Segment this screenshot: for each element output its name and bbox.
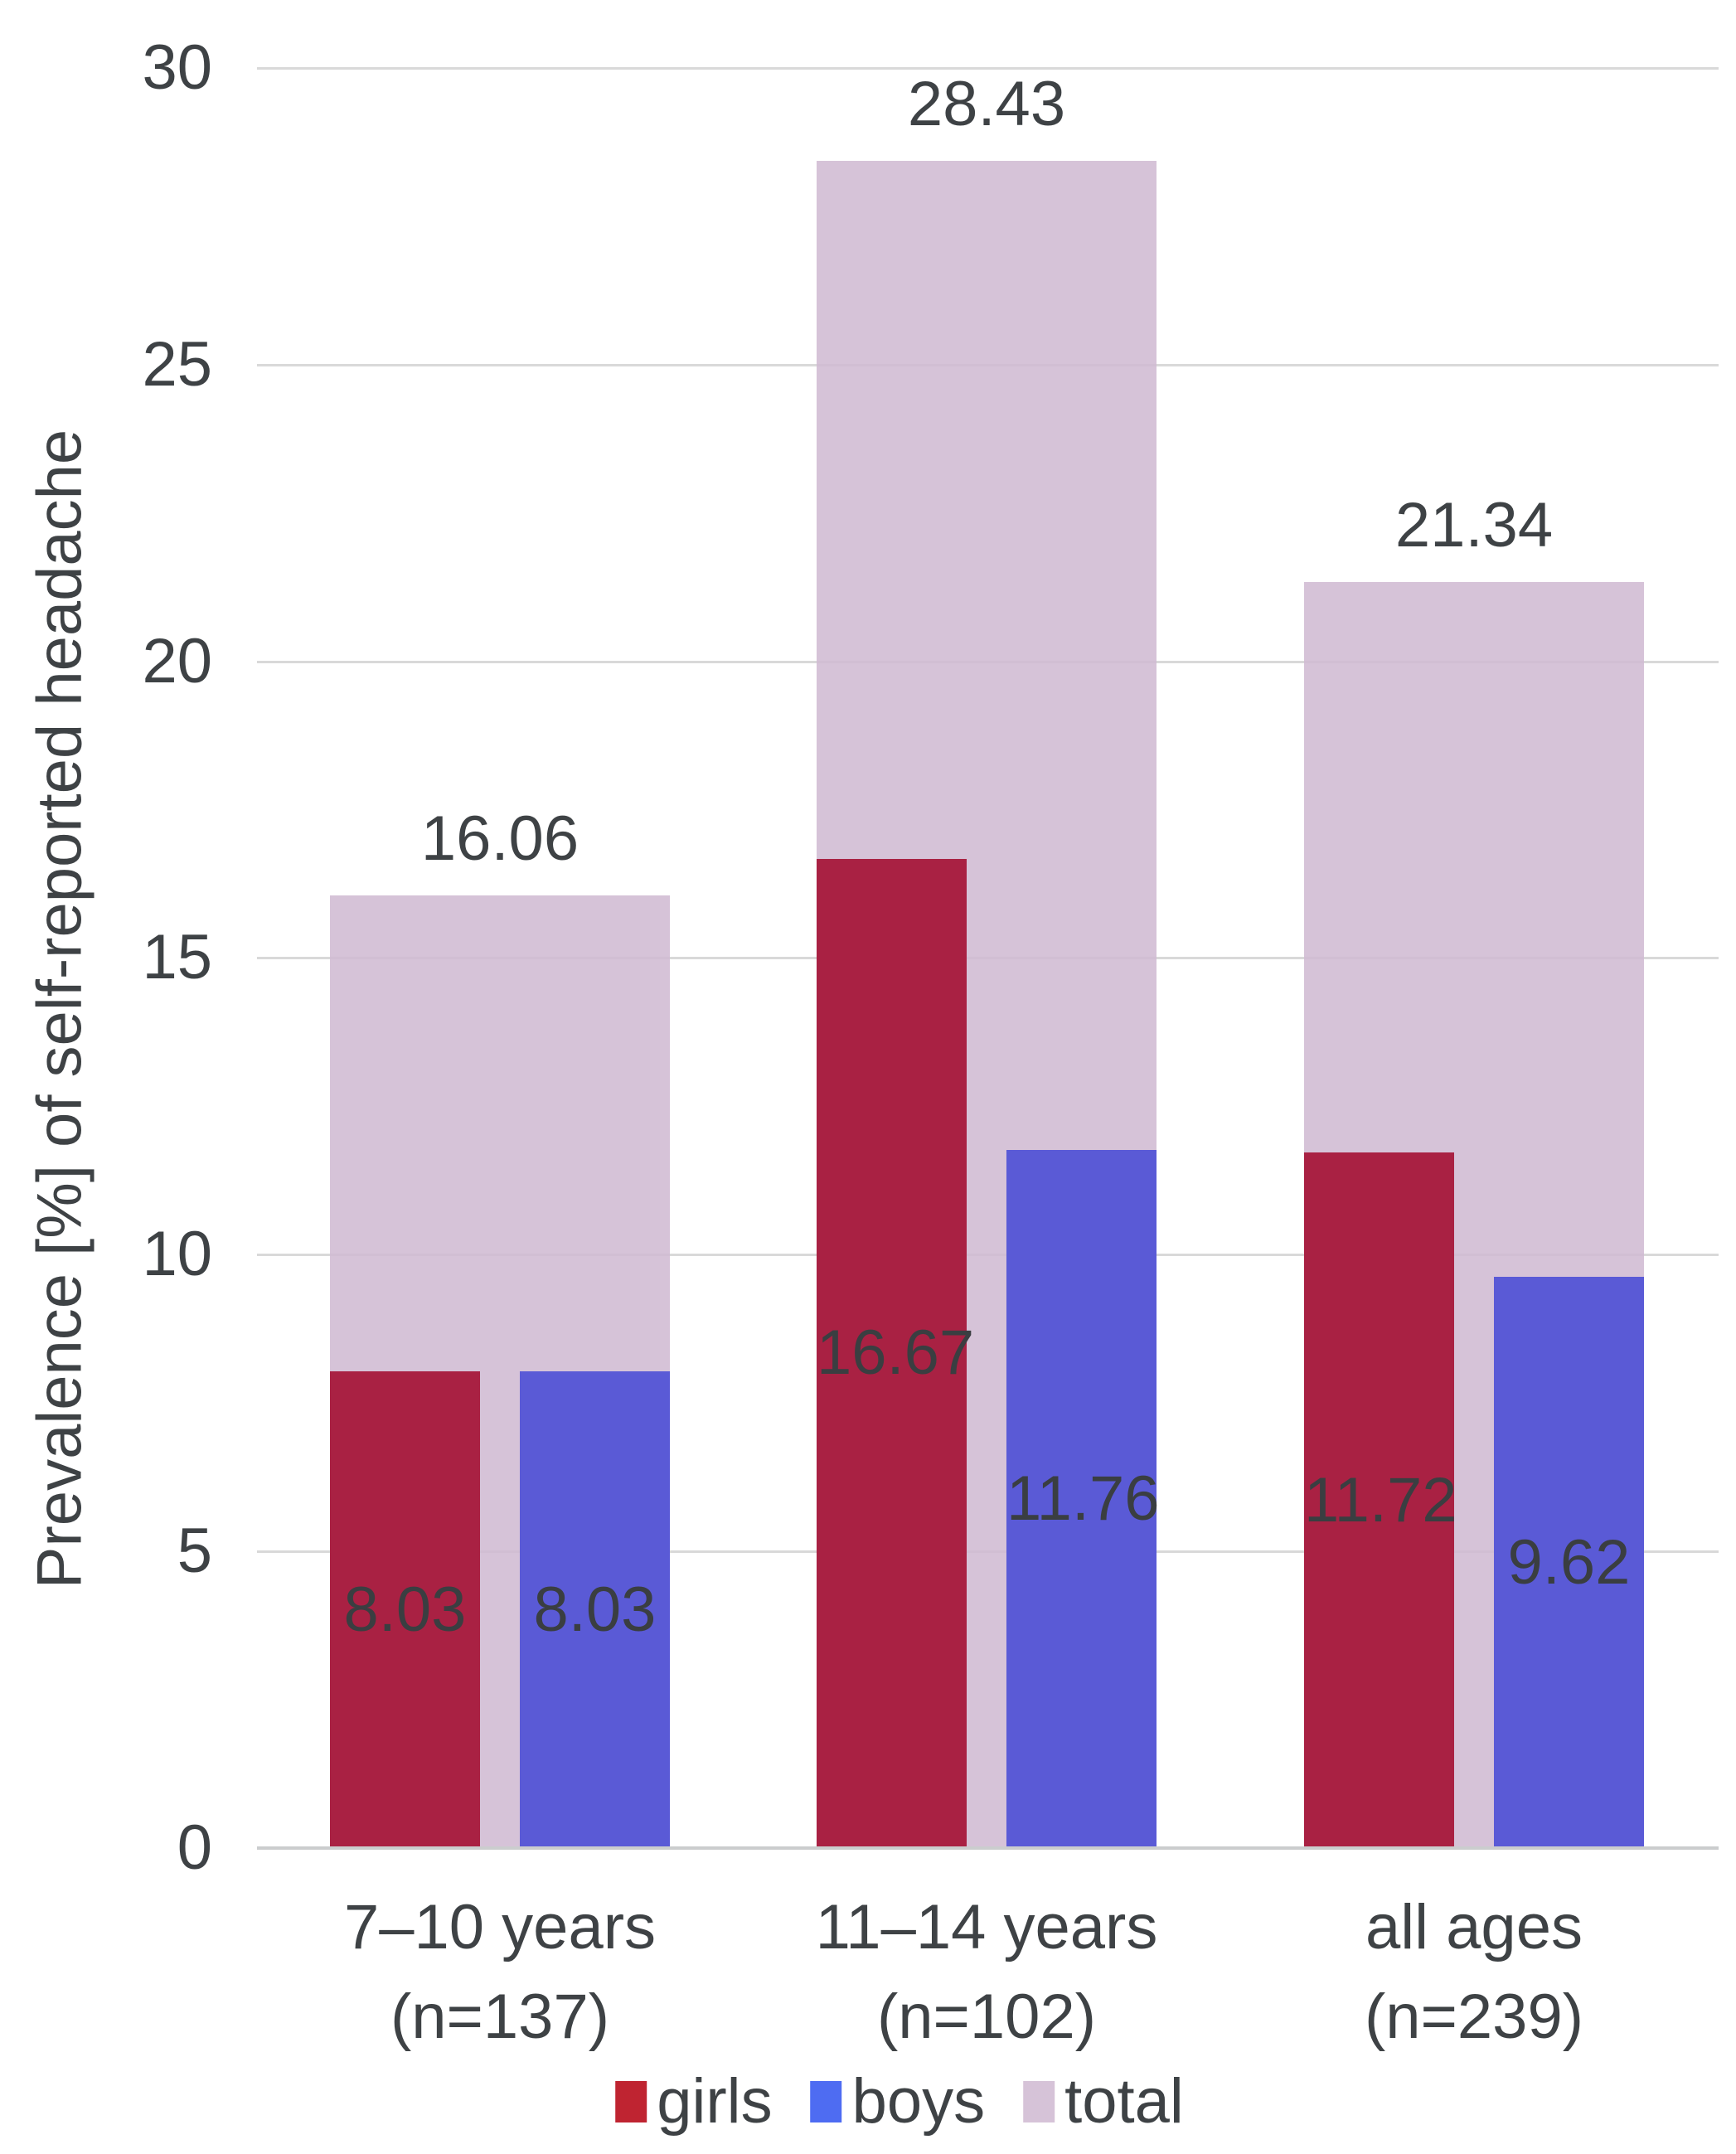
gridline-30: [257, 66, 1719, 70]
y-tick-label-25: 25: [142, 328, 212, 400]
value-label-total-2: 21.34: [1394, 489, 1554, 560]
value-label-girls-1: 16.67: [817, 1317, 975, 1389]
y-tick-label-15: 15: [142, 922, 212, 993]
legend-label-total: total: [1064, 2066, 1184, 2137]
legend-swatch-boys: [810, 2081, 842, 2122]
bar-girls-1: [817, 858, 967, 1848]
bar-girls-2: [1304, 1152, 1454, 1848]
category-label-line1-0: 7–10 years: [343, 1892, 657, 1962]
y-tick-label-10: 10: [142, 1219, 212, 1290]
value-label-girls-2: 11.72: [1304, 1464, 1457, 1535]
legend-label-boys: boys: [851, 2066, 986, 2137]
value-label-total-0: 16.06: [420, 803, 579, 874]
legend-swatch-total: [1023, 2081, 1055, 2122]
legend-item-total: total: [1023, 2070, 1184, 2133]
x-axis-line: [257, 1846, 1719, 1850]
legend-item-girls: girls: [615, 2066, 773, 2137]
category-label-line1-2: all ages: [1365, 1892, 1583, 1962]
y-tick-label-5: 5: [177, 1516, 212, 1587]
y-tick-label-0: 0: [177, 1812, 212, 1883]
bar-boys-0: [520, 1371, 670, 1848]
value-label-boys-2: 9.62: [1507, 1526, 1631, 1598]
category-label-line2-0: (n=137): [390, 1982, 610, 2052]
bar-girls-0: [330, 1371, 480, 1848]
value-label-boys-1: 11.76: [1006, 1463, 1160, 1535]
category-label-line2-1: (n=102): [876, 1982, 1097, 2052]
value-label-boys-0: 8.03: [533, 1574, 657, 1645]
value-label-girls-0: 8.03: [343, 1574, 467, 1645]
category-label-line2-2: (n=239): [1364, 1982, 1584, 2052]
legend: girls boys total: [615, 2070, 1184, 2133]
category-label-1: 11–14 years (n=102): [738, 1883, 1235, 2062]
category-label-line1-1: 11–14 years: [815, 1892, 1158, 1962]
legend-swatch-girls: [615, 2081, 647, 2122]
y-tick-label-30: 30: [142, 32, 212, 103]
y-tick-label-20: 20: [142, 625, 212, 696]
bar-boys-1: [1006, 1150, 1157, 1848]
y-axis-title: Prevalence [%] of self-reported headache: [24, 429, 95, 1589]
category-label-2: all ages (n=239): [1225, 1883, 1723, 2062]
category-label-0: 7–10 years (n=137): [251, 1883, 749, 2062]
legend-label-girls: girls: [657, 2066, 773, 2137]
bar-boys-2: [1494, 1277, 1644, 1848]
value-label-total-1: 28.43: [907, 69, 1066, 140]
legend-item-boys: boys: [810, 2066, 986, 2137]
